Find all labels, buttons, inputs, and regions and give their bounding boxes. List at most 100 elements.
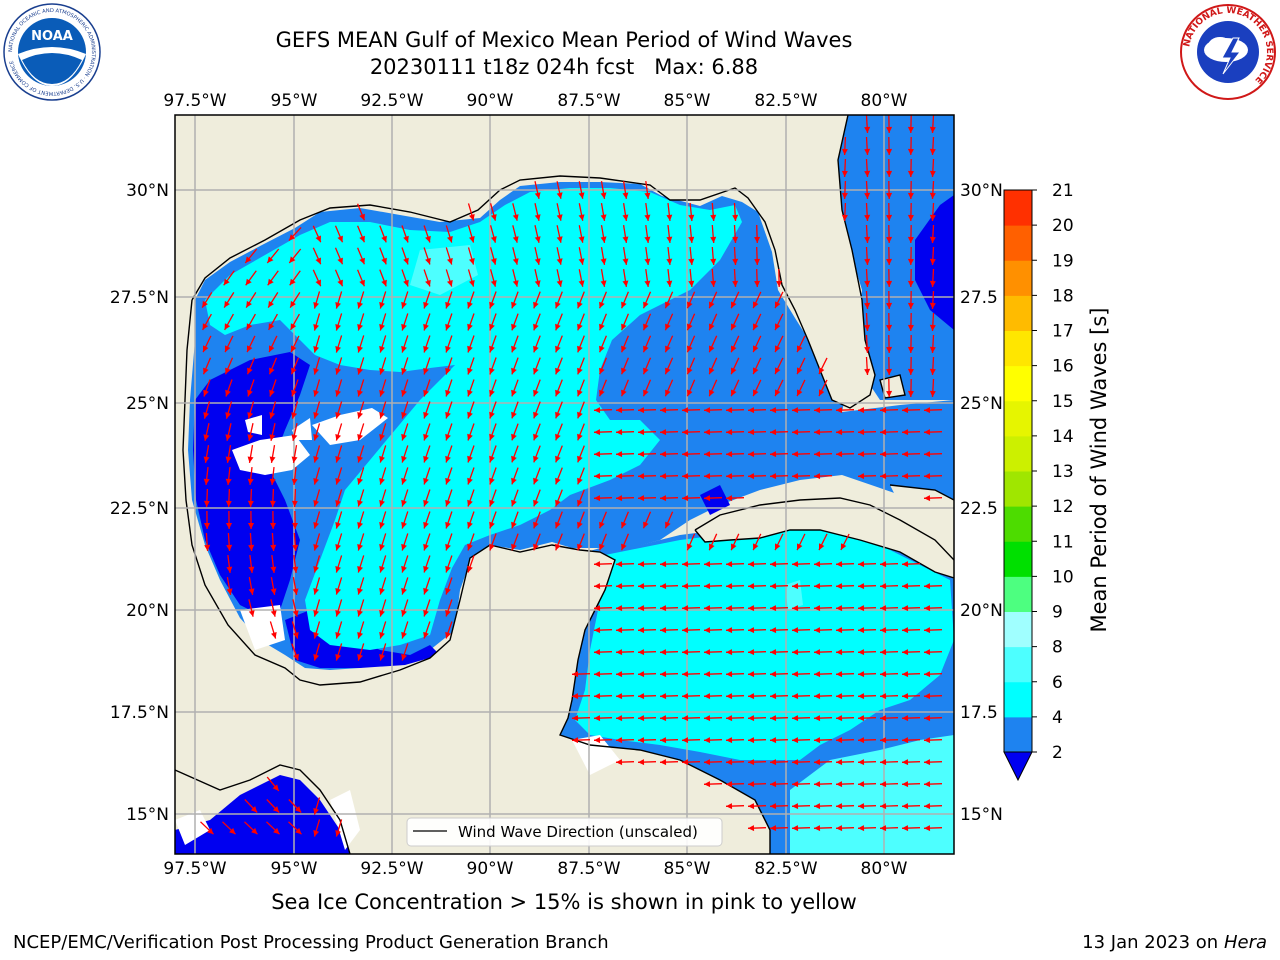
wind-wave-arrow-head (512, 258, 519, 265)
wind-wave-arrow-head (748, 803, 755, 810)
wind-wave-arrow-head (907, 126, 914, 133)
wind-wave-arrow-head (203, 412, 210, 419)
wind-wave-arrow-head (924, 803, 931, 810)
lon-label: 95°W (271, 859, 318, 879)
wind-wave-arrow-head (313, 302, 319, 309)
wind-wave-arrow-head (313, 456, 319, 463)
wind-wave-arrow-head (467, 543, 473, 551)
wind-wave-arrow-head (797, 345, 803, 353)
wind-wave-arrow-head (489, 521, 495, 529)
wind-wave-arrow-head (292, 523, 298, 529)
lon-label: 92.5°W (360, 859, 423, 879)
wind-wave-arrow-head (643, 521, 649, 529)
coastlines (175, 115, 954, 854)
wind-wave-arrow-head (616, 407, 623, 414)
wind-wave-arrow-head (776, 280, 783, 287)
wind-wave-arrow-head (622, 192, 629, 199)
wind-wave-arrow-head (290, 323, 297, 330)
wind-wave-arrow-head (748, 671, 755, 678)
wind-wave-arrow-head (270, 566, 277, 573)
wind-wave-arrow-head (534, 280, 541, 287)
wind-wave-arrow-head (423, 389, 429, 397)
wind-wave-arrow-head (836, 407, 843, 414)
wind-wave-arrow-head (379, 609, 385, 617)
wind-wave-arrow-head (902, 693, 909, 700)
wind-wave-arrow-head (337, 235, 343, 243)
wind-wave-arrow-head (660, 759, 667, 766)
wind-wave-arrow-head (357, 302, 363, 309)
missing-data (312, 408, 388, 445)
lon-label: 97.5°W (163, 91, 226, 111)
wind-wave-arrow-head (600, 192, 607, 199)
wind-wave-arrow-head (792, 605, 799, 612)
wind-wave-arrow-head (864, 280, 871, 287)
colorbar-tick-label: 20 (1052, 216, 1074, 236)
wind-wave-arrow-head (616, 671, 623, 678)
wind-wave-arrow-head (313, 522, 319, 529)
wind-wave-arrow-head (704, 715, 711, 722)
colorbar-segment (1004, 541, 1032, 577)
wind-wave-arrow-head (337, 279, 343, 287)
wind-wave-arrow-head (924, 671, 931, 678)
wind-wave-arrow-head (929, 148, 936, 155)
wind-wave-arrow-head (732, 236, 739, 243)
wind-wave-arrow-head (622, 280, 629, 287)
wind-wave-arrow-head (704, 473, 711, 480)
wind-wave-arrow-head (248, 523, 254, 529)
wind-wave-arrow-head (864, 214, 871, 221)
wind-wave-arrow-head (291, 434, 298, 441)
wind-wave-arrow-head (467, 477, 473, 485)
wind-wave-arrow-head (858, 451, 865, 458)
chart-title: GEFS MEAN Gulf of Mexico Mean Period of … (275, 28, 853, 52)
wind-wave-arrow-head (814, 803, 821, 810)
wind-wave-arrow-head (704, 737, 711, 744)
wind-wave-arrow-head (335, 390, 341, 397)
wind-wave-arrow-head (687, 301, 693, 309)
wind-wave-arrow-head (660, 649, 667, 656)
lat-label: 22.5°N (110, 499, 169, 519)
wind-wave-arrow-head (924, 429, 931, 436)
colorbar-tick-label: 18 (1052, 286, 1074, 306)
wind-wave-arrow-head (379, 455, 385, 463)
wind-wave-arrow-head (836, 715, 843, 722)
wind-wave-arrow-head (924, 693, 931, 700)
wind-wave-arrow-head (775, 389, 781, 397)
wind-wave-arrow-head (666, 280, 673, 287)
wind-wave-arrow-head (886, 258, 893, 265)
wind-wave-arrow-head (512, 236, 519, 243)
wind-wave-arrow-head (594, 737, 601, 744)
wind-wave-arrow-head (357, 434, 363, 441)
colorbar-segment (1004, 190, 1032, 226)
wind-wave-arrow-head (770, 825, 777, 832)
map-legend: Wind Wave Direction (unscaled) (406, 817, 723, 847)
wind-wave-arrow-head (814, 583, 821, 590)
wind-wave-arrow-head (797, 543, 803, 551)
colorbar-segment (1004, 506, 1032, 542)
wind-wave-arrow-head (814, 671, 821, 678)
wind-wave-arrow-head (337, 257, 343, 265)
wind-wave-arrow-head (269, 345, 275, 353)
wind-wave-arrow-head (225, 434, 232, 441)
wind-wave-arrow-head (770, 561, 777, 568)
wind-wave-arrow-head (726, 561, 733, 568)
lat-label: 17.5°N (110, 703, 169, 723)
wind-wave-arrow-head (924, 583, 931, 590)
lon-label: 97.5°W (163, 859, 226, 879)
wind-wave-arrow-head (880, 671, 887, 678)
wind-wave-arrow-head (403, 279, 409, 287)
wind-wave-arrow-head (272, 806, 280, 813)
wind-wave-arrow-head (533, 345, 539, 353)
wind-wave-arrow-head (291, 478, 298, 485)
wind-wave-arrow-head (381, 257, 387, 265)
wind-wave-arrow-head (335, 368, 341, 375)
lat-label: 27.5°N (110, 288, 169, 308)
wind-wave-arrow-head (269, 367, 275, 375)
wind-wave-arrow-head (770, 649, 777, 656)
wind-wave-arrow-head (880, 649, 887, 656)
wind-wave-arrow-head (556, 192, 563, 199)
wind-wave-arrow-head (858, 693, 865, 700)
wind-wave-arrow-head (638, 495, 645, 502)
wind-wave-arrow-head (792, 473, 799, 480)
wind-wave-arrow-head (929, 126, 936, 133)
wind-wave-arrow-head (357, 412, 363, 419)
